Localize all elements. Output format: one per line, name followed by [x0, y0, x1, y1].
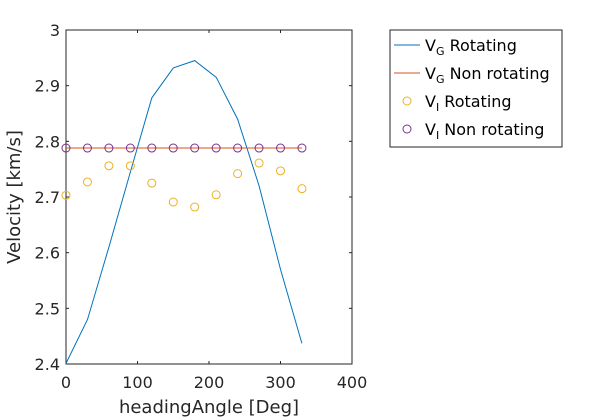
- y-tick-label: 2.9: [35, 77, 60, 96]
- series-3-point: [125, 143, 135, 153]
- series-2-point: [168, 197, 178, 207]
- series-line-0: [65, 60, 303, 364]
- legend-rest: Non rotating: [444, 64, 549, 83]
- y-tick-label: 2.8: [35, 132, 60, 151]
- legend-rest: Non rotating: [439, 120, 544, 139]
- series-3-point: [61, 143, 71, 153]
- series-2-point: [297, 184, 307, 194]
- x-tick-label: 300: [265, 373, 296, 392]
- legend-subscript: G: [436, 45, 445, 58]
- axis-ticks: [65, 29, 353, 365]
- y-tick-label: 2.4: [35, 355, 60, 374]
- series-3-point: [147, 143, 157, 153]
- series-2-point: [211, 190, 221, 200]
- series-2-point: [147, 178, 157, 188]
- series-2-point: [104, 161, 114, 171]
- series-2-point: [233, 169, 243, 179]
- series-3-point: [254, 143, 264, 153]
- x-tick-label: 200: [194, 373, 225, 392]
- x-tick-label: 0: [61, 373, 71, 392]
- plot-area: [61, 29, 353, 365]
- y-tick-label: 2.6: [35, 244, 60, 263]
- series-layer: [61, 60, 307, 364]
- legend-main: V: [425, 92, 436, 111]
- legend-box: [389, 29, 563, 148]
- legend-main: V: [425, 36, 436, 55]
- series-2-point: [82, 177, 92, 187]
- series-2-point: [254, 158, 264, 168]
- series-3-point: [104, 143, 114, 153]
- series-3-point: [168, 143, 178, 153]
- series-2-point: [125, 161, 135, 171]
- series-3-point: [233, 143, 243, 153]
- legend-rest: Rotating: [439, 92, 511, 111]
- legend-subscript: I: [436, 129, 439, 142]
- legend-label-2: VI Rotating: [425, 92, 512, 114]
- axes-box: [65, 29, 353, 365]
- series-3-point: [190, 143, 200, 153]
- x-axis-title: headingAngle [Deg]: [119, 397, 299, 418]
- legend-main: V: [425, 120, 436, 139]
- legend-subscript: I: [436, 101, 439, 114]
- y-axis-title: Velocity [km/s]: [4, 130, 25, 264]
- series-3-point: [297, 143, 307, 153]
- legend-label-0: VG Rotating: [425, 36, 517, 58]
- series-2-point: [276, 166, 285, 176]
- tick-labels: 0 100 200 300 400 2.4 2.5 2.6 2.7 2.8 2.9 3: [35, 21, 368, 392]
- series-3-point: [276, 143, 285, 153]
- legend-label-1: VG Non rotating: [425, 64, 550, 86]
- series-2-point: [190, 202, 200, 212]
- y-tick-label: 2.5: [35, 299, 60, 318]
- series-2-point: [61, 190, 71, 200]
- y-tick-label: 3: [50, 21, 60, 40]
- series-3-point: [211, 143, 221, 153]
- series-3-point: [82, 143, 92, 153]
- legend-swatch-marker-2: [402, 96, 412, 106]
- legend-subscript: G: [436, 73, 445, 86]
- y-tick-label: 2.7: [35, 188, 60, 207]
- legend-rest: Rotating: [444, 36, 516, 55]
- legend-main: V: [425, 64, 436, 83]
- legend-label-3: VI Non rotating: [425, 120, 544, 142]
- legend-swatch-marker-3: [402, 124, 412, 134]
- x-tick-label: 400: [337, 373, 368, 392]
- x-tick-label: 100: [122, 373, 153, 392]
